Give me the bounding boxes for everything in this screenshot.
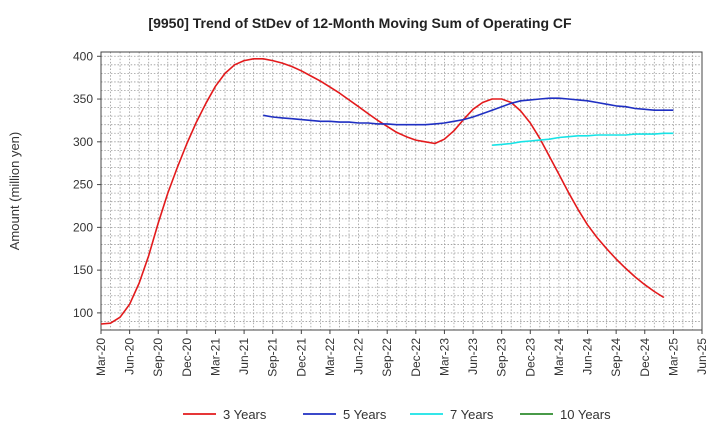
x-tick-label: Mar-21 [208, 338, 222, 376]
y-tick-label: 250 [73, 178, 93, 192]
y-tick-label: 300 [73, 135, 93, 149]
series-lines [100, 58, 674, 325]
legend-label: 3 Years [223, 407, 267, 422]
y-tick-label: 150 [73, 263, 93, 277]
x-tick-label: Sep-22 [380, 338, 394, 377]
x-tick-label: Sep-20 [151, 338, 165, 377]
y-tick-label: 400 [73, 49, 93, 63]
x-tick-label: Jun-20 [123, 338, 137, 375]
x-tick-label: Sep-23 [495, 338, 509, 377]
x-tick-label: Dec-20 [180, 338, 194, 377]
legend-label: 5 Years [343, 407, 387, 422]
x-tick-label: Jun-23 [466, 338, 480, 375]
series-line-5-years [263, 97, 674, 126]
x-tick-label: Mar-23 [437, 338, 451, 376]
y-tick-label: 100 [73, 306, 93, 320]
x-tick-label: Mar-24 [552, 338, 566, 376]
axes: 100 150 200 250 300 350 400 Mar-20 Jun-20 Sep-20 D… [73, 49, 709, 376]
x-tick-label: Mar-20 [94, 338, 108, 376]
x-tick-label: Sep-24 [609, 338, 623, 377]
legend-label: 7 Years [450, 407, 494, 422]
x-tick-label: Dec-23 [523, 338, 537, 377]
series-line-3-years [100, 58, 665, 325]
x-tick-label: Jun-21 [237, 338, 251, 375]
grid-lines [100, 52, 703, 331]
x-tick-label: Dec-22 [409, 338, 423, 377]
y-axis-title: Amount (million yen) [7, 132, 22, 251]
legend: 3 Years 5 Years 7 Years 10 Years [183, 407, 611, 422]
legend-label: 10 Years [560, 407, 611, 422]
plot-frame [100, 51, 703, 331]
x-tick-label: Mar-25 [666, 338, 680, 376]
x-tick-label: Dec-21 [294, 338, 308, 377]
y-tick-label: 350 [73, 92, 93, 106]
x-tick-label: Jun-25 [695, 338, 709, 375]
x-tick-label: Dec-24 [638, 338, 652, 377]
x-tick-label: Jun-22 [352, 338, 366, 375]
chart-title: [9950] Trend of StDev of 12-Month Moving… [148, 15, 572, 31]
x-tick-label: Jun-24 [581, 338, 595, 375]
series-line-7-years [492, 132, 674, 146]
y-tick-label: 200 [73, 220, 93, 234]
x-tick-label: Mar-22 [323, 338, 337, 376]
x-tick-label: Sep-21 [266, 338, 280, 377]
